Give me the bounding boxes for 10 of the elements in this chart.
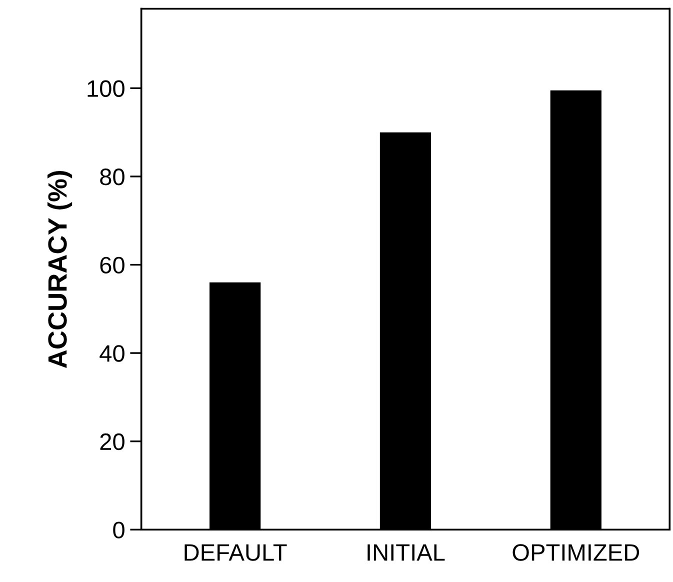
y-tick-label: 20 (100, 433, 124, 450)
x-tick-label: OPTIMIZED (512, 544, 640, 561)
y-tick-label: 60 (100, 256, 124, 274)
y-axis-title: ACCURACY (%) (47, 171, 72, 368)
y-tick-label: 0 (113, 522, 124, 538)
y-tick-label: 100 (88, 80, 124, 97)
x-tick-label: DEFAULT (184, 544, 287, 561)
y-tick-label: 40 (100, 345, 124, 362)
y-tick-label: 80 (100, 168, 124, 186)
x-tick-label: INITIAL (368, 544, 445, 561)
